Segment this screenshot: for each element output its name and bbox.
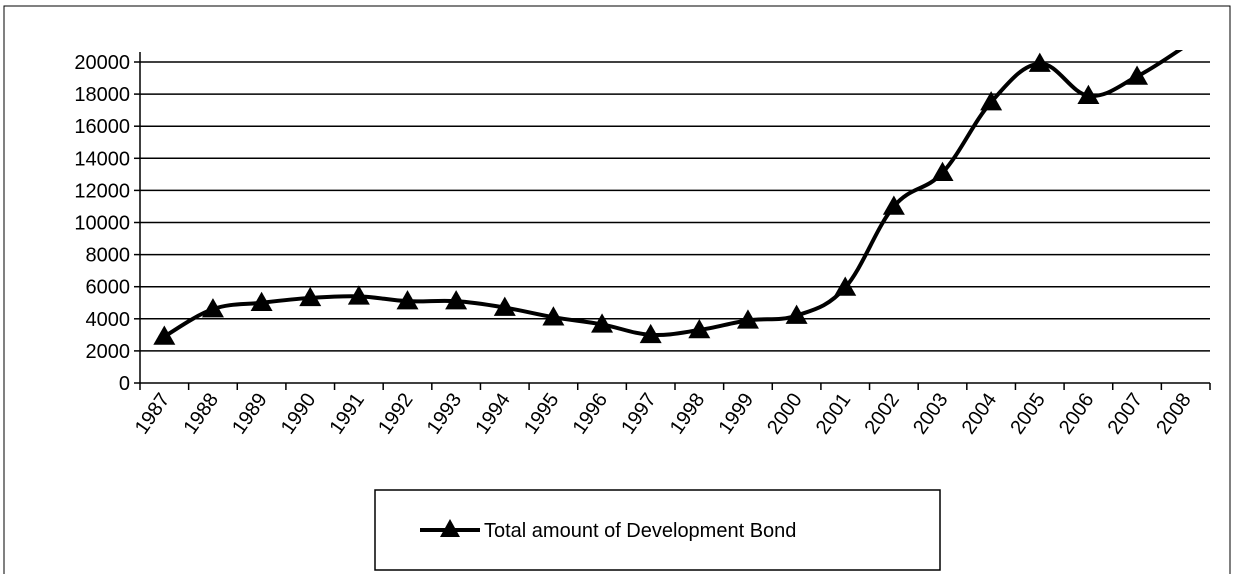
x-tick-label: 1990 bbox=[277, 389, 321, 438]
y-tick-labels: 0 2000 4000 6000 8000 10000 12000 14000 16000 180… bbox=[74, 52, 130, 395]
data-point-marker bbox=[201, 298, 224, 318]
x-tick-label: 2000 bbox=[763, 389, 807, 438]
series-line bbox=[163, 50, 1184, 339]
legend-label: Total amount of Development Bond bbox=[484, 520, 796, 542]
y-tick-label: 20000 bbox=[74, 52, 130, 74]
x-tick-label: 1996 bbox=[569, 389, 613, 438]
data-point-marker bbox=[736, 309, 759, 329]
y-tick-label: 14000 bbox=[74, 148, 130, 170]
y-tick-label: 8000 bbox=[86, 245, 131, 267]
gridlines bbox=[140, 61, 1210, 352]
x-tick-label: 2008 bbox=[1152, 389, 1196, 438]
axes bbox=[134, 52, 1211, 390]
data-point-marker bbox=[882, 195, 905, 215]
series-layer bbox=[153, 50, 1184, 345]
data-point-marker bbox=[639, 323, 662, 344]
x-tick-label: 1995 bbox=[520, 389, 564, 438]
y-tick-label: 6000 bbox=[86, 277, 131, 299]
data-point-marker bbox=[493, 296, 516, 316]
y-tick-label: 12000 bbox=[74, 180, 130, 202]
x-tick-label: 1999 bbox=[715, 389, 759, 438]
x-tick-label: 2001 bbox=[812, 389, 856, 438]
x-tick-label: 1991 bbox=[325, 389, 369, 438]
data-point-marker bbox=[785, 304, 808, 324]
x-tick-label: 2004 bbox=[958, 389, 1002, 438]
data-point-marker bbox=[1077, 84, 1100, 104]
data-point-marker bbox=[299, 286, 322, 307]
x-tick-label: 2003 bbox=[909, 389, 953, 438]
y-tick-label: 18000 bbox=[74, 84, 130, 106]
data-point-marker bbox=[834, 276, 857, 296]
legend: Total amount of Development Bond bbox=[374, 489, 941, 571]
y-tick-label: 10000 bbox=[74, 213, 130, 235]
chart-border bbox=[3, 5, 1231, 579]
data-point-marker bbox=[347, 285, 370, 305]
data-point-marker bbox=[153, 325, 176, 345]
x-tick-label: 2006 bbox=[1055, 389, 1099, 438]
x-tick-label: 2002 bbox=[860, 389, 904, 438]
y-tick-label: 2000 bbox=[86, 341, 131, 363]
data-point-marker bbox=[542, 306, 565, 326]
data-point-marker bbox=[980, 91, 1003, 111]
x-tick-label: 1989 bbox=[228, 389, 272, 438]
x-tick-labels: 1987 1988 1989 1990 1991 1992 1993 1994 1995 1996… bbox=[131, 389, 1196, 438]
x-tick-label: 2007 bbox=[1104, 389, 1148, 438]
y-tick-label: 4000 bbox=[86, 309, 131, 331]
x-tick-label: 1992 bbox=[374, 389, 418, 438]
y-tick-label: 16000 bbox=[74, 116, 130, 138]
data-point-marker bbox=[250, 291, 273, 311]
data-point-marker bbox=[688, 319, 711, 339]
data-point-marker bbox=[1028, 52, 1051, 72]
data-point-marker bbox=[396, 290, 419, 310]
x-tick-label: 1997 bbox=[617, 389, 661, 438]
data-point-marker bbox=[1126, 65, 1149, 85]
x-tick-label: 1998 bbox=[666, 389, 710, 438]
data-point-marker bbox=[591, 313, 614, 333]
x-tick-label: 1987 bbox=[131, 389, 175, 438]
x-tick-label: 1988 bbox=[180, 389, 224, 438]
y-tick-label: 0 bbox=[119, 373, 130, 395]
x-tick-label: 1994 bbox=[471, 389, 515, 438]
legend-triangle-marker bbox=[440, 519, 460, 537]
x-tick-label: 1993 bbox=[423, 389, 467, 438]
data-point-marker bbox=[445, 290, 468, 310]
data-point-marker bbox=[931, 161, 954, 181]
x-tick-label: 2005 bbox=[1006, 389, 1050, 438]
